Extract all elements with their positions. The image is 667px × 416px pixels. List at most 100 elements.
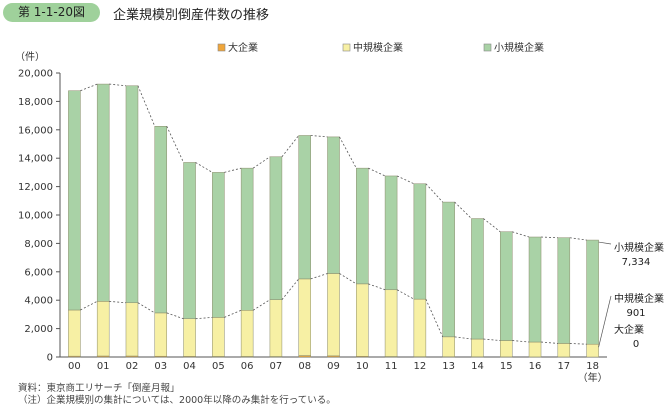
bar-segment xyxy=(413,298,427,357)
bar-segment xyxy=(68,90,81,311)
bar-segment xyxy=(586,343,599,358)
medium-connector-line xyxy=(137,302,155,314)
medium-connector-line xyxy=(80,300,98,311)
total-connector-line xyxy=(252,156,271,169)
medium-connector-line xyxy=(195,316,213,320)
footnotes: 資料：東京商工リサーチ「倒産月報」 （注）企業規模別の集計については、2000年… xyxy=(18,383,336,407)
bar-segment xyxy=(384,289,398,357)
bar-segment xyxy=(154,312,168,357)
x-tick-label: 13 xyxy=(442,361,455,372)
end-label-name: 小規模企業 xyxy=(614,241,664,254)
medium-connector-line xyxy=(425,298,444,337)
y-tick-label: 2,000 xyxy=(24,324,53,335)
bar-segment xyxy=(499,340,513,358)
total-connector-line xyxy=(512,231,530,238)
legend-swatch-1 xyxy=(217,43,226,52)
x-tick-label: 02 xyxy=(126,361,139,372)
bar-segment xyxy=(356,283,369,357)
medium-connector-line xyxy=(396,289,415,300)
x-tick-label: 15 xyxy=(500,361,513,372)
bar-segment xyxy=(471,338,484,358)
bar-segment xyxy=(528,341,542,358)
total-connector-line xyxy=(109,83,127,87)
y-tick-label: 16,000 xyxy=(18,125,53,136)
total-connector-line xyxy=(396,175,415,185)
legend-swatch-2 xyxy=(342,43,351,52)
x-tick-label: 03 xyxy=(154,361,167,372)
medium-connector-line xyxy=(454,336,472,340)
leader-line-small xyxy=(598,241,612,245)
bar-segment xyxy=(212,172,225,318)
y-tick-label: 8,000 xyxy=(24,239,53,250)
y-tick-label: 14,000 xyxy=(18,154,53,165)
medium-connector-line xyxy=(540,341,558,344)
total-connector-line xyxy=(166,126,184,163)
medium-connector-line xyxy=(166,312,184,320)
medium-connector-line xyxy=(310,273,328,280)
total-connector-line xyxy=(281,135,300,158)
bar-segment xyxy=(154,126,168,314)
bar-segment xyxy=(298,135,311,280)
bar-segment xyxy=(557,343,571,358)
bar-segment xyxy=(471,218,484,340)
medium-connector-line xyxy=(569,343,587,345)
bar-segment xyxy=(384,175,398,291)
y-tick-label: 6,000 xyxy=(24,267,53,278)
total-connector-line xyxy=(310,135,328,138)
legend-label: 中規模企業 xyxy=(353,41,403,54)
medium-connector-line xyxy=(224,309,242,318)
y-tick-label: 20,000 xyxy=(18,69,53,80)
bar-segment xyxy=(442,336,455,357)
total-connector-line xyxy=(483,218,501,233)
bar-segment xyxy=(413,183,427,300)
total-connector-line xyxy=(368,167,386,177)
total-connector-line xyxy=(569,237,587,241)
bar-segment xyxy=(183,162,196,319)
x-tick-label: 05 xyxy=(212,361,225,372)
bankruptcy-stacked-bar-chart: 0 2,000 4,000 6,000 8,000 10,000 12,000 14,000 1… xyxy=(15,41,664,382)
figure-number-badge: 第 1-1-20図 xyxy=(3,3,100,22)
medium-connector-line xyxy=(252,299,271,311)
bar-segment xyxy=(586,239,599,345)
bar-segment xyxy=(356,167,369,285)
total-connector-line xyxy=(425,183,443,203)
bar-segment xyxy=(240,167,254,311)
x-tick-label: 09 xyxy=(327,361,340,372)
bar-segment xyxy=(269,156,283,300)
source-note: 資料：東京商工リサーチ「倒産月報」 xyxy=(18,383,180,394)
y-axis-unit-label: （件） xyxy=(15,51,45,63)
bar-segment xyxy=(298,278,311,356)
medium-connector-line xyxy=(281,278,300,300)
x-tick-label: 10 xyxy=(356,361,369,372)
bar-segment xyxy=(528,236,542,343)
bar-segment xyxy=(96,83,110,302)
legend-swatch-3 xyxy=(483,43,492,52)
y-tick-label: 4,000 xyxy=(24,296,53,307)
x-tick-label: 00 xyxy=(68,361,81,372)
total-connector-line xyxy=(541,236,558,239)
y-tick-label: 10,000 xyxy=(18,211,53,222)
x-tick-label: 11 xyxy=(385,361,398,372)
bar-segment xyxy=(327,273,340,357)
x-axis-unit-label: （年） xyxy=(578,371,608,382)
legend-label: 大企業 xyxy=(228,41,258,54)
total-connector-line xyxy=(339,136,357,169)
figure-title: 企業規模別倒産件数の推移 xyxy=(113,8,270,23)
aggregation-note: （注）企業規模別の集計については、2000年以降のみ集計を行っている。 xyxy=(18,395,336,406)
total-connector-line xyxy=(224,167,242,173)
leader-line-medium xyxy=(598,295,612,348)
x-tick-label: 12 xyxy=(414,361,427,372)
x-tick-label: 08 xyxy=(298,361,311,372)
bar-segment xyxy=(327,136,340,274)
medium-connector-line xyxy=(512,340,530,343)
x-tick-label: 14 xyxy=(471,361,484,372)
bar-segment xyxy=(557,237,571,344)
x-tick-label: 17 xyxy=(557,361,570,372)
medium-connector-line xyxy=(483,338,501,341)
bar-segment xyxy=(499,231,513,341)
end-label-name: 大企業 xyxy=(614,323,644,336)
total-connector-line xyxy=(137,85,156,127)
total-connector-line xyxy=(80,83,98,92)
y-tick-label: 18,000 xyxy=(18,97,53,108)
bar-segment xyxy=(442,201,455,338)
